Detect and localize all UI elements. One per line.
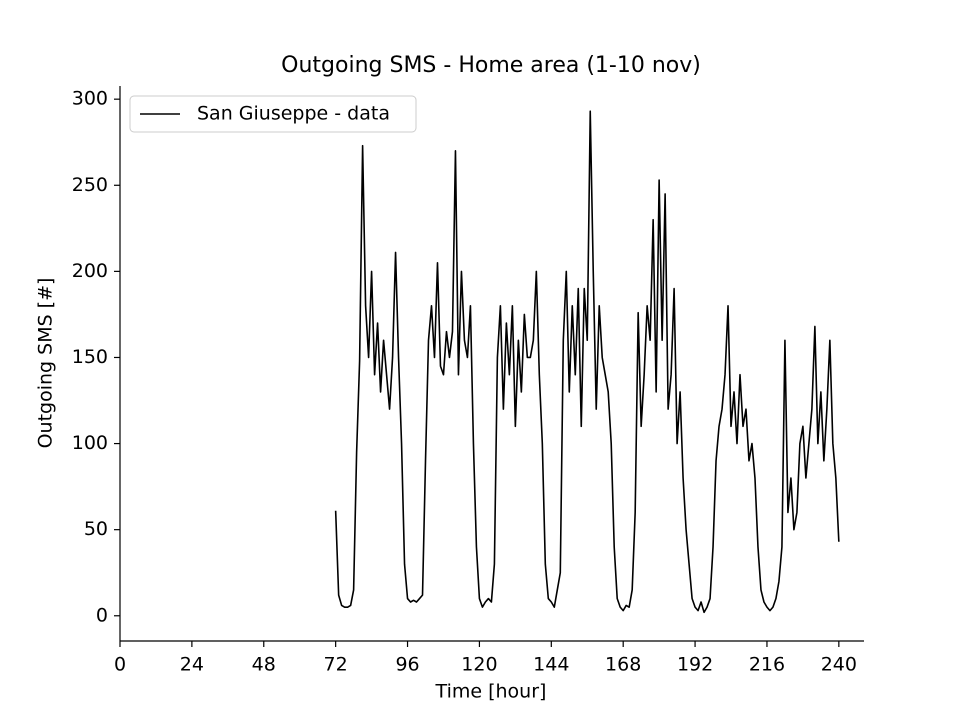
y-tick-label: 100 bbox=[72, 432, 108, 454]
y-axis-label: Outgoing SMS [#] bbox=[35, 278, 57, 449]
x-tick-label: 192 bbox=[677, 654, 713, 676]
y-tick-label: 0 bbox=[96, 604, 108, 626]
y-tick-label: 300 bbox=[72, 88, 108, 110]
x-tick-label: 48 bbox=[252, 654, 276, 676]
data-line bbox=[334, 110, 840, 614]
x-tick-label: 72 bbox=[324, 654, 348, 676]
x-tick-label: 144 bbox=[533, 654, 569, 676]
y-tick-label: 250 bbox=[72, 174, 108, 196]
x-axis-label: Time [hour] bbox=[435, 681, 547, 703]
x-tick-label: 96 bbox=[395, 654, 419, 676]
x-tick-label: 168 bbox=[605, 654, 641, 676]
x-tick-label: 24 bbox=[180, 654, 204, 676]
chart-title: Outgoing SMS - Home area (1-10 nov) bbox=[281, 53, 701, 78]
x-tick-label: 216 bbox=[749, 654, 785, 676]
x-tick-label: 0 bbox=[114, 654, 126, 676]
x-tick-label: 240 bbox=[821, 654, 857, 676]
y-tick-label: 150 bbox=[72, 346, 108, 368]
y-tick-label: 50 bbox=[84, 518, 108, 540]
x-tick-label: 120 bbox=[461, 654, 497, 676]
legend-label: San Giuseppe - data bbox=[197, 103, 390, 125]
legend-box bbox=[129, 95, 417, 133]
y-tick-label: 200 bbox=[72, 260, 108, 282]
